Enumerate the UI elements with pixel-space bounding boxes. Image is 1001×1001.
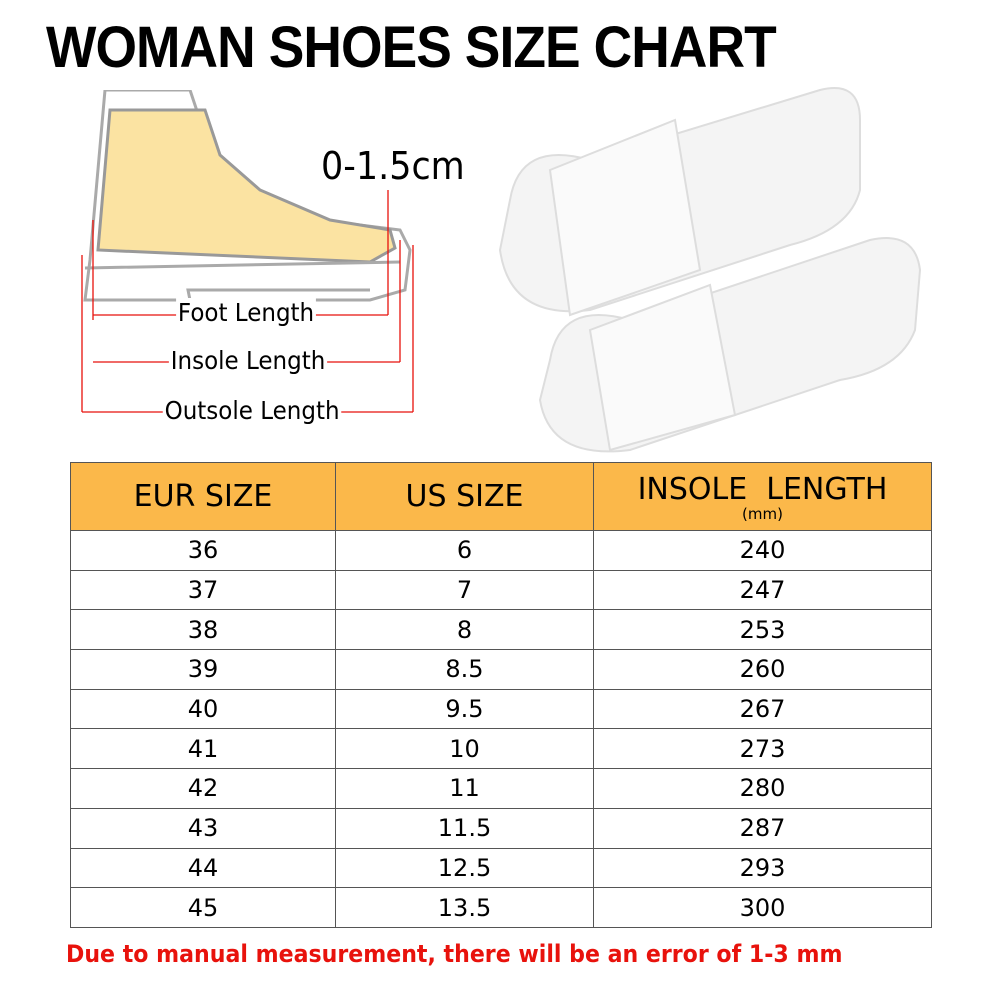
cell-insole-length: 273 bbox=[593, 728, 932, 770]
cell-eur-size: 45 bbox=[70, 887, 336, 928]
header-eur-size: EUR SIZE bbox=[70, 462, 336, 531]
cell-us-size: 9.5 bbox=[335, 688, 594, 730]
header-insole-length-text: INSOLE LENGTH bbox=[637, 472, 888, 507]
cell-us-size: 11 bbox=[335, 768, 594, 809]
gap-label: 0-1.5cm bbox=[321, 144, 465, 188]
table-row: 36 6 240 bbox=[70, 530, 932, 571]
cell-us-size: 8.5 bbox=[335, 649, 594, 690]
table-row: 42 11 280 bbox=[70, 768, 932, 809]
cell-us-size: 6 bbox=[335, 530, 594, 571]
cell-insole-length: 253 bbox=[593, 609, 932, 651]
cell-insole-length: 267 bbox=[593, 688, 932, 730]
cell-us-size: 11.5 bbox=[335, 807, 594, 849]
cell-us-size: 12.5 bbox=[335, 847, 594, 889]
cell-eur-size: 44 bbox=[70, 847, 336, 889]
cell-us-size: 10 bbox=[335, 728, 594, 770]
outsole-length-label: Outsole Length bbox=[162, 396, 342, 425]
cell-us-size: 13.5 bbox=[335, 887, 594, 928]
foot-measurement-diagram: Foot Length Insole Length Outsole Length bbox=[70, 88, 430, 430]
cell-insole-length: 280 bbox=[593, 768, 932, 809]
cell-insole-length: 260 bbox=[593, 649, 932, 690]
cell-insole-length: 300 bbox=[593, 887, 932, 928]
size-table: EUR SIZE US SIZE INSOLE LENGTH (mm) 36 6 24… bbox=[70, 462, 932, 928]
header-unit: (mm) bbox=[742, 505, 783, 523]
cell-eur-size: 40 bbox=[70, 688, 336, 730]
cell-eur-size: 41 bbox=[70, 728, 336, 770]
table-row: 39 8.5 260 bbox=[70, 649, 932, 690]
cell-us-size: 7 bbox=[335, 569, 594, 611]
table-row: 38 8 253 bbox=[70, 609, 932, 651]
cell-eur-size: 39 bbox=[70, 649, 336, 690]
cell-insole-length: 240 bbox=[593, 530, 932, 571]
table-row: 43 11.5 287 bbox=[70, 807, 932, 849]
cell-us-size: 8 bbox=[335, 609, 594, 651]
header-us-size: US SIZE bbox=[335, 462, 594, 531]
cell-insole-length: 293 bbox=[593, 847, 932, 889]
page-title: WOMAN SHOES SIZE CHART bbox=[46, 15, 777, 80]
shoe-foot-illustration bbox=[81, 88, 414, 413]
cell-eur-size: 42 bbox=[70, 768, 336, 809]
table-row: 41 10 273 bbox=[70, 728, 932, 770]
measurement-note: Due to manual measurement, there will be… bbox=[66, 940, 843, 968]
slippers-image bbox=[498, 87, 922, 453]
table-header-row: EUR SIZE US SIZE INSOLE LENGTH (mm) bbox=[70, 462, 932, 531]
cell-eur-size: 43 bbox=[70, 807, 336, 849]
table-row: 37 7 247 bbox=[70, 569, 932, 611]
cell-insole-length: 247 bbox=[593, 569, 932, 611]
cell-insole-length: 287 bbox=[593, 807, 932, 849]
insole-length-label: Insole Length bbox=[168, 346, 328, 375]
table-row: 40 9.5 267 bbox=[70, 688, 932, 730]
cell-eur-size: 38 bbox=[70, 609, 336, 651]
foot-length-label: Foot Length bbox=[176, 298, 316, 327]
cell-eur-size: 37 bbox=[70, 569, 336, 611]
header-insole-length: INSOLE LENGTH (mm) bbox=[593, 462, 932, 531]
table-row: 45 13.5 300 bbox=[70, 887, 932, 928]
cell-eur-size: 36 bbox=[70, 530, 336, 571]
table-row: 44 12.5 293 bbox=[70, 847, 932, 889]
